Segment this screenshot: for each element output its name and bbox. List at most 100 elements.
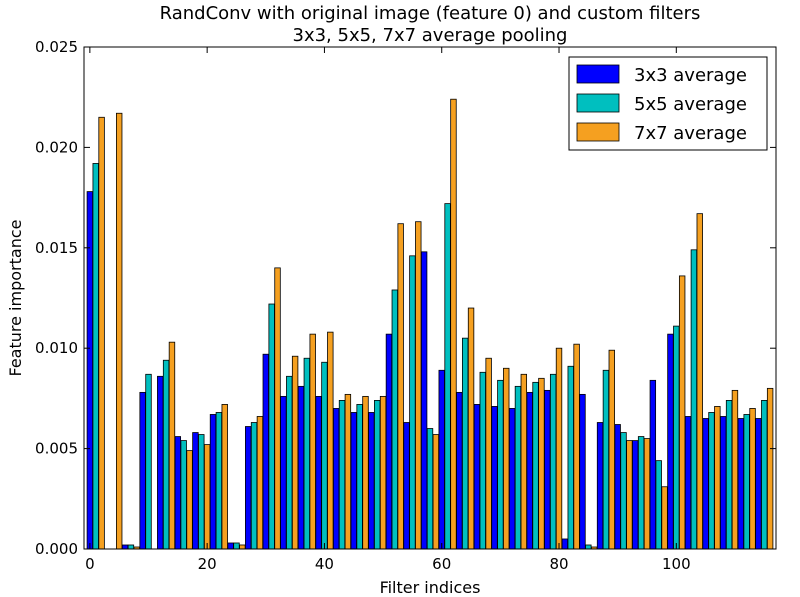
bar-series-2-x-47 [362, 395, 369, 550]
bar-series-2-x-26 [239, 544, 246, 550]
bar-series-0-x-6 [121, 544, 129, 550]
bar-series-0-x-93 [632, 440, 639, 550]
bar-series-2-x-110 [731, 389, 739, 550]
bar-series-2-x-50 [379, 395, 387, 550]
bar-series-1-x-67 [479, 371, 486, 550]
x-axis-label: Filter indices [380, 578, 481, 597]
bar-series-0-x-81 [561, 538, 569, 550]
bar-series-2-x-98 [661, 486, 668, 550]
bar-series-1-x-103 [690, 249, 698, 550]
bar-series-1-x-46 [356, 404, 363, 550]
bar-series-0-x-105 [702, 418, 709, 550]
y-tick-label: 0.025 [35, 38, 78, 56]
bar-series-2-x-2 [98, 116, 105, 550]
bar-series-2-x-35 [291, 355, 299, 550]
bar-series-1-x-58 [426, 428, 434, 550]
bar-series-1-x-49 [374, 400, 381, 550]
bar-series-1-x-43 [338, 400, 346, 550]
bar-series-2-x-95 [643, 438, 651, 550]
bar-series-0-x-87 [596, 422, 604, 550]
bar-series-2-x-74 [520, 373, 528, 550]
bar-series-0-x-48 [368, 412, 375, 550]
bar-series-0-x-0 [86, 191, 94, 550]
bar-series-0-x-27 [245, 426, 252, 550]
bar-series-1-x-70 [497, 379, 504, 550]
chart-title-line-2: 3x3, 5x5, 7x7 average pooling [293, 25, 568, 46]
bar-series-1-x-55 [409, 255, 416, 550]
bar-series-2-x-5 [116, 112, 123, 550]
bar-series-1-x-25 [233, 542, 240, 550]
bar-series-2-x-62 [450, 98, 457, 550]
bar-series-1-x-28 [250, 422, 258, 550]
bar-series-2-x-104 [696, 213, 703, 550]
bar-series-2-x-59 [432, 434, 440, 550]
bar-series-1-x-1 [92, 163, 99, 550]
bar-series-1-x-61 [444, 203, 451, 550]
bar-series-0-x-57 [420, 251, 428, 550]
bar-series-1-x-94 [637, 436, 645, 550]
bar-series-2-x-44 [344, 393, 352, 550]
x-axis-ticks: 0 20 40 60 80 100 [85, 47, 691, 573]
bar-series-0-x-21 [209, 414, 217, 550]
x-tick-label: 100 [662, 555, 691, 573]
y-tick-label: 0.020 [35, 138, 78, 156]
bar-series-0-x-33 [280, 395, 287, 550]
bar-series-0-x-69 [491, 406, 498, 550]
legend-swatch-5x5 [576, 93, 620, 113]
x-tick-label: 80 [549, 555, 568, 573]
bar-series-1-x-100 [673, 325, 680, 550]
bar-series-1-x-82 [567, 365, 574, 550]
bar-series-1-x-34 [286, 375, 293, 550]
bar-series-0-x-75 [526, 391, 533, 550]
bar-series-2-x-107 [714, 406, 721, 550]
bar-series-1-x-7 [127, 544, 135, 550]
bar-series-0-x-45 [350, 412, 357, 550]
bar-series-1-x-40 [321, 361, 328, 550]
bar-series-1-x-85 [585, 544, 592, 550]
bar-series-2-x-14 [168, 341, 176, 550]
bar-series-0-x-12 [157, 375, 164, 550]
legend-swatch-3x3 [576, 64, 620, 84]
x-tick-label: 60 [432, 555, 451, 573]
bar-series-2-x-65 [467, 307, 475, 550]
bar-series-2-x-23 [221, 404, 228, 550]
legend-swatch-7x7 [576, 122, 620, 142]
bar-series-0-x-90 [614, 424, 621, 550]
bar-series-0-x-42 [332, 408, 340, 550]
bar-series-2-x-83 [573, 343, 580, 550]
bar-series-0-x-99 [667, 333, 674, 550]
bar-series-1-x-91 [620, 432, 627, 550]
bar-series-0-x-60 [438, 369, 445, 550]
bar-series-1-x-10 [145, 373, 152, 550]
bar-series-2-x-38 [309, 333, 316, 550]
x-tick-label: 40 [315, 555, 334, 573]
bar-series-2-x-56 [415, 221, 422, 550]
bar-series-0-x-24 [227, 542, 234, 550]
bar-series-1-x-88 [602, 369, 610, 550]
bar-series-2-x-20 [203, 444, 211, 550]
bar-series-0-x-30 [262, 353, 269, 550]
bar-series-0-x-9 [139, 391, 146, 550]
bar-series-2-x-29 [256, 416, 264, 550]
bar-series-1-x-13 [162, 359, 170, 550]
bar-series-0-x-102 [684, 416, 692, 550]
bar-series-2-x-71 [503, 367, 510, 550]
bar-series-1-x-115 [761, 400, 768, 550]
y-tick-label: 0.010 [35, 339, 78, 357]
bar-series-1-x-22 [215, 412, 223, 550]
bar-series-0-x-63 [456, 391, 463, 550]
y-tick-label: 0.000 [35, 540, 78, 558]
bar-series-1-x-97 [655, 460, 662, 550]
x-tick-label: 0 [85, 555, 95, 573]
chart-title-line-1: RandConv with original image (feature 0)… [160, 3, 701, 24]
bar-series-2-x-41 [327, 331, 334, 550]
bar-series-1-x-109 [725, 400, 733, 550]
bar-series-0-x-72 [508, 408, 516, 550]
bar-series-0-x-114 [755, 418, 762, 550]
bar-series-0-x-111 [737, 418, 745, 550]
legend-label-5x5: 5x5 average [634, 94, 747, 115]
bar-series-2-x-68 [485, 357, 492, 550]
bar-series-2-x-116 [766, 387, 774, 550]
bar-series-0-x-39 [315, 395, 322, 550]
